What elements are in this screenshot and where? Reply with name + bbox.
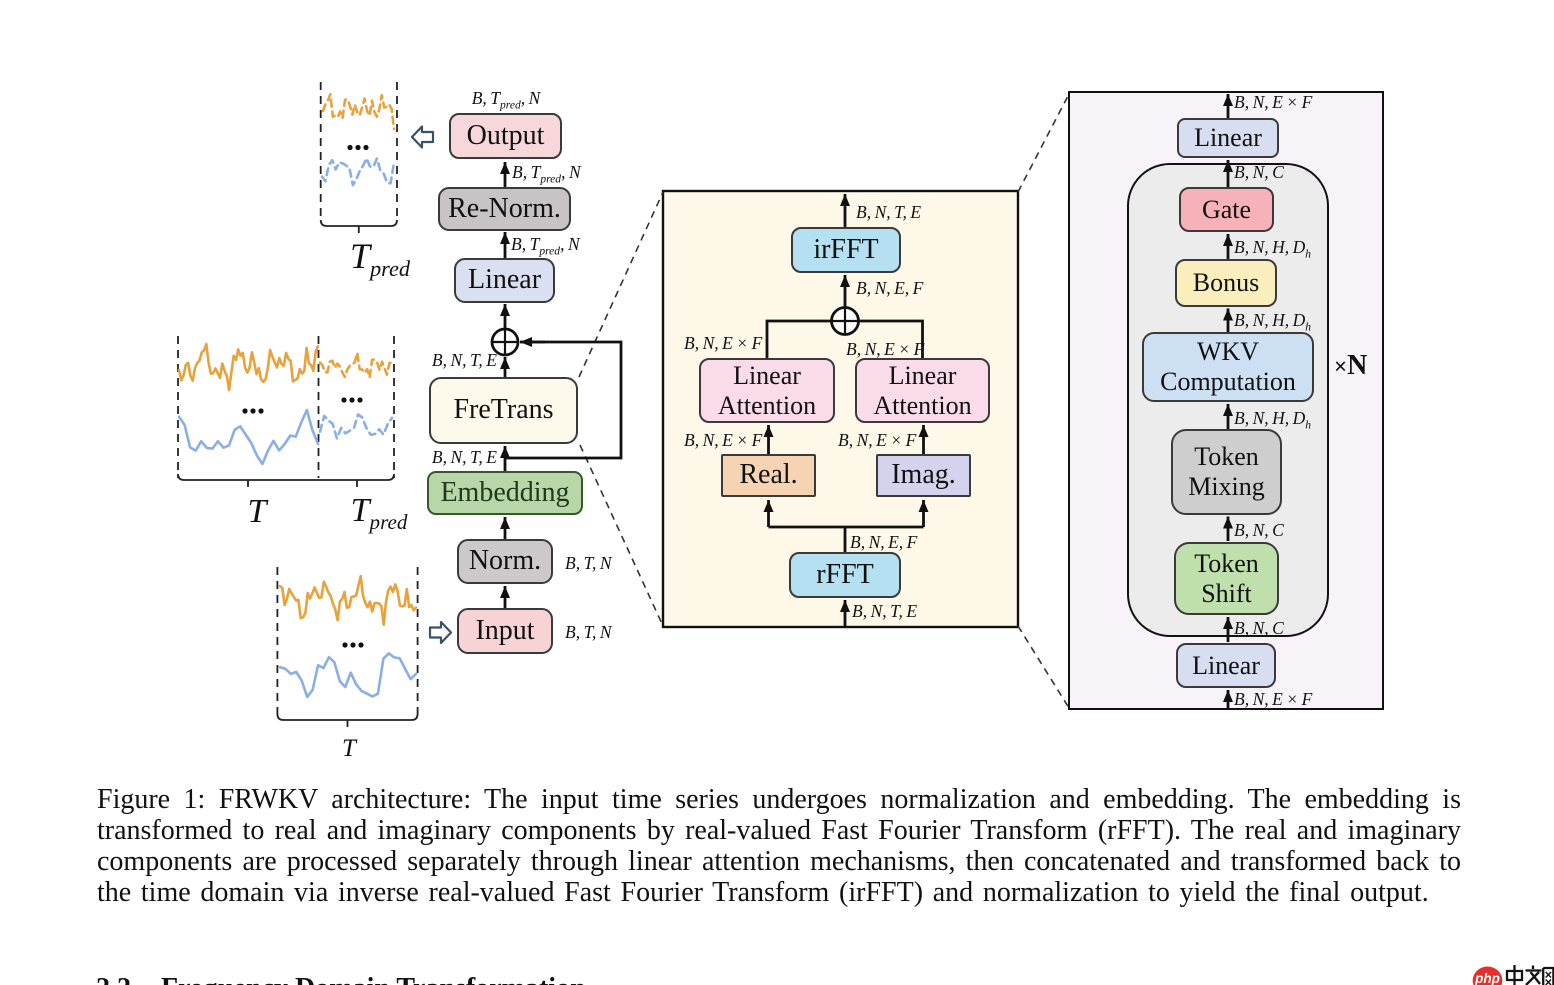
svg-text:php: php bbox=[1474, 971, 1500, 985]
